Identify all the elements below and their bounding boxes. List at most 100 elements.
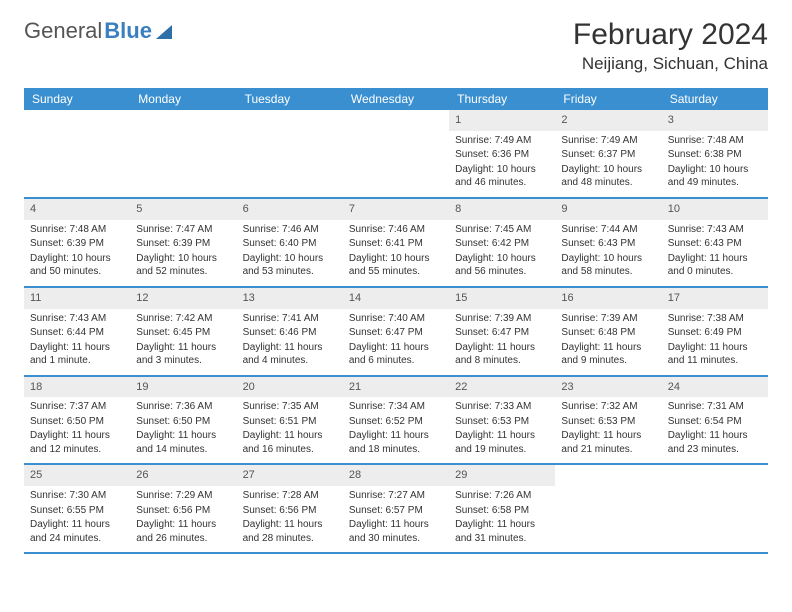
day-number: 11 <box>24 288 130 309</box>
weekday-label: Wednesday <box>343 88 449 110</box>
day-number <box>237 110 343 131</box>
day-number: 3 <box>662 110 768 131</box>
day-number: 25 <box>24 465 130 486</box>
daylight-line: Daylight: 11 hours and 31 minutes. <box>455 518 549 545</box>
day-number: 4 <box>24 199 130 220</box>
daylight-line: Daylight: 11 hours and 8 minutes. <box>455 341 549 368</box>
title-block: February 2024 Neijiang, Sichuan, China <box>573 18 768 74</box>
sunset-line: Sunset: 6:47 PM <box>455 326 549 340</box>
day-number: 1 <box>449 110 555 131</box>
brand-logo: GeneralBlue <box>24 18 172 44</box>
day-cell: 18Sunrise: 7:37 AMSunset: 6:50 PMDayligh… <box>24 377 130 464</box>
weekday-label: Sunday <box>24 88 130 110</box>
day-cell: 9Sunrise: 7:44 AMSunset: 6:43 PMDaylight… <box>555 199 661 286</box>
month-title: February 2024 <box>573 18 768 52</box>
brand-part2: Blue <box>104 18 152 44</box>
day-number: 10 <box>662 199 768 220</box>
sunset-line: Sunset: 6:55 PM <box>30 504 124 518</box>
weekday-label: Monday <box>130 88 236 110</box>
week-row: 25Sunrise: 7:30 AMSunset: 6:55 PMDayligh… <box>24 465 768 554</box>
daylight-line: Daylight: 11 hours and 9 minutes. <box>561 341 655 368</box>
day-cell: 1Sunrise: 7:49 AMSunset: 6:36 PMDaylight… <box>449 110 555 197</box>
sunset-line: Sunset: 6:39 PM <box>30 237 124 251</box>
sunset-line: Sunset: 6:40 PM <box>243 237 337 251</box>
sunset-line: Sunset: 6:49 PM <box>668 326 762 340</box>
day-cell: 4Sunrise: 7:48 AMSunset: 6:39 PMDaylight… <box>24 199 130 286</box>
calendar: SundayMondayTuesdayWednesdayThursdayFrid… <box>24 88 768 554</box>
sunset-line: Sunset: 6:43 PM <box>561 237 655 251</box>
daylight-line: Daylight: 11 hours and 6 minutes. <box>349 341 443 368</box>
day-cell: 25Sunrise: 7:30 AMSunset: 6:55 PMDayligh… <box>24 465 130 552</box>
daylight-line: Daylight: 11 hours and 23 minutes. <box>668 429 762 456</box>
sunrise-line: Sunrise: 7:31 AM <box>668 400 762 414</box>
sunset-line: Sunset: 6:43 PM <box>668 237 762 251</box>
day-number: 9 <box>555 199 661 220</box>
sunrise-line: Sunrise: 7:30 AM <box>30 489 124 503</box>
header: GeneralBlue February 2024 Neijiang, Sich… <box>24 18 768 74</box>
sunrise-line: Sunrise: 7:34 AM <box>349 400 443 414</box>
sunrise-line: Sunrise: 7:38 AM <box>668 312 762 326</box>
daylight-line: Daylight: 11 hours and 16 minutes. <box>243 429 337 456</box>
daylight-line: Daylight: 11 hours and 24 minutes. <box>30 518 124 545</box>
empty-cell <box>130 110 236 197</box>
day-body: Sunrise: 7:36 AMSunset: 6:50 PMDaylight:… <box>130 397 236 463</box>
day-cell: 22Sunrise: 7:33 AMSunset: 6:53 PMDayligh… <box>449 377 555 464</box>
sunset-line: Sunset: 6:36 PM <box>455 148 549 162</box>
day-cell: 24Sunrise: 7:31 AMSunset: 6:54 PMDayligh… <box>662 377 768 464</box>
daylight-line: Daylight: 10 hours and 53 minutes. <box>243 252 337 279</box>
day-number: 2 <box>555 110 661 131</box>
day-number: 19 <box>130 377 236 398</box>
sunset-line: Sunset: 6:47 PM <box>349 326 443 340</box>
day-cell: 23Sunrise: 7:32 AMSunset: 6:53 PMDayligh… <box>555 377 661 464</box>
day-cell: 13Sunrise: 7:41 AMSunset: 6:46 PMDayligh… <box>237 288 343 375</box>
day-number: 6 <box>237 199 343 220</box>
day-cell: 2Sunrise: 7:49 AMSunset: 6:37 PMDaylight… <box>555 110 661 197</box>
sunrise-line: Sunrise: 7:27 AM <box>349 489 443 503</box>
day-body: Sunrise: 7:35 AMSunset: 6:51 PMDaylight:… <box>237 397 343 463</box>
daylight-line: Daylight: 11 hours and 19 minutes. <box>455 429 549 456</box>
sunrise-line: Sunrise: 7:47 AM <box>136 223 230 237</box>
day-number: 5 <box>130 199 236 220</box>
day-number <box>130 110 236 131</box>
day-cell: 21Sunrise: 7:34 AMSunset: 6:52 PMDayligh… <box>343 377 449 464</box>
day-cell: 17Sunrise: 7:38 AMSunset: 6:49 PMDayligh… <box>662 288 768 375</box>
day-body: Sunrise: 7:30 AMSunset: 6:55 PMDaylight:… <box>24 486 130 552</box>
sunset-line: Sunset: 6:50 PM <box>136 415 230 429</box>
sunrise-line: Sunrise: 7:41 AM <box>243 312 337 326</box>
daylight-line: Daylight: 11 hours and 11 minutes. <box>668 341 762 368</box>
day-number: 8 <box>449 199 555 220</box>
day-cell: 16Sunrise: 7:39 AMSunset: 6:48 PMDayligh… <box>555 288 661 375</box>
day-body: Sunrise: 7:46 AMSunset: 6:41 PMDaylight:… <box>343 220 449 286</box>
day-body: Sunrise: 7:34 AMSunset: 6:52 PMDaylight:… <box>343 397 449 463</box>
day-number: 22 <box>449 377 555 398</box>
sunrise-line: Sunrise: 7:43 AM <box>30 312 124 326</box>
day-body: Sunrise: 7:38 AMSunset: 6:49 PMDaylight:… <box>662 309 768 375</box>
location: Neijiang, Sichuan, China <box>573 54 768 74</box>
sunrise-line: Sunrise: 7:37 AM <box>30 400 124 414</box>
day-body: Sunrise: 7:44 AMSunset: 6:43 PMDaylight:… <box>555 220 661 286</box>
daylight-line: Daylight: 11 hours and 0 minutes. <box>668 252 762 279</box>
sunset-line: Sunset: 6:50 PM <box>30 415 124 429</box>
sunset-line: Sunset: 6:58 PM <box>455 504 549 518</box>
day-cell: 10Sunrise: 7:43 AMSunset: 6:43 PMDayligh… <box>662 199 768 286</box>
day-cell: 28Sunrise: 7:27 AMSunset: 6:57 PMDayligh… <box>343 465 449 552</box>
daylight-line: Daylight: 10 hours and 50 minutes. <box>30 252 124 279</box>
day-cell: 27Sunrise: 7:28 AMSunset: 6:56 PMDayligh… <box>237 465 343 552</box>
day-cell: 6Sunrise: 7:46 AMSunset: 6:40 PMDaylight… <box>237 199 343 286</box>
sunrise-line: Sunrise: 7:45 AM <box>455 223 549 237</box>
week-row: 4Sunrise: 7:48 AMSunset: 6:39 PMDaylight… <box>24 199 768 288</box>
empty-cell <box>343 110 449 197</box>
day-number: 27 <box>237 465 343 486</box>
day-number: 23 <box>555 377 661 398</box>
sunset-line: Sunset: 6:56 PM <box>136 504 230 518</box>
day-body: Sunrise: 7:43 AMSunset: 6:44 PMDaylight:… <box>24 309 130 375</box>
sunrise-line: Sunrise: 7:44 AM <box>561 223 655 237</box>
daylight-line: Daylight: 11 hours and 28 minutes. <box>243 518 337 545</box>
day-number: 28 <box>343 465 449 486</box>
sunset-line: Sunset: 6:52 PM <box>349 415 443 429</box>
daylight-line: Daylight: 10 hours and 58 minutes. <box>561 252 655 279</box>
sunset-line: Sunset: 6:37 PM <box>561 148 655 162</box>
day-number: 17 <box>662 288 768 309</box>
day-number: 24 <box>662 377 768 398</box>
daylight-line: Daylight: 11 hours and 26 minutes. <box>136 518 230 545</box>
